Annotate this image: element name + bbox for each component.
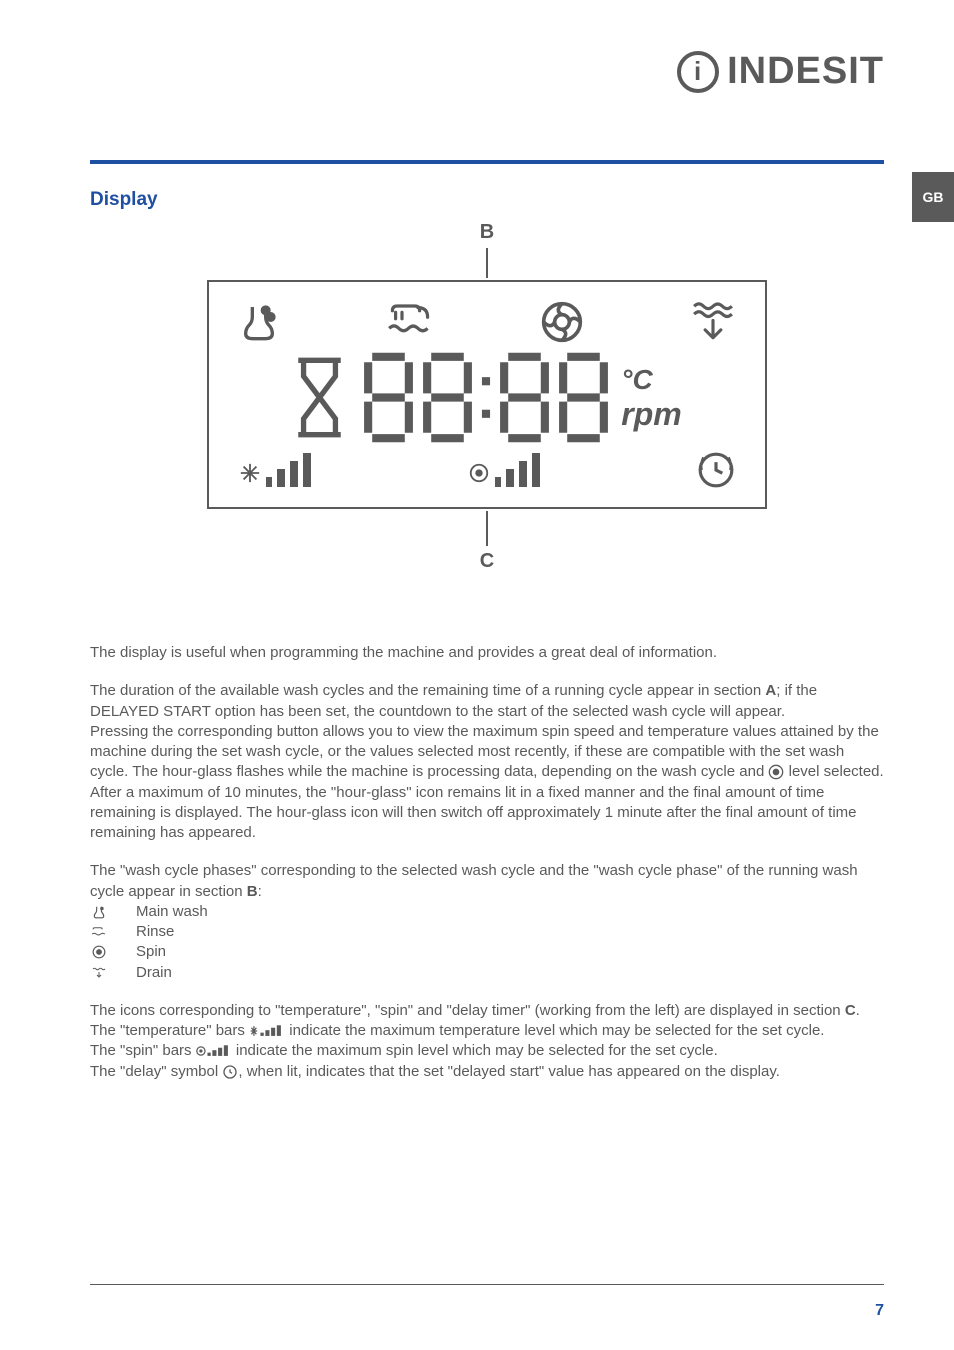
display-panel: °C rpm [207,280,767,509]
rinse-icon [386,302,434,342]
seven-seg-digit [497,350,552,445]
paragraph-2-3: The duration of the available wash cycle… [90,681,884,843]
bar4 [303,453,311,487]
bar1 [495,477,501,487]
callout-line-b [486,248,488,278]
section-rule [90,160,884,164]
phase-row-mainwash: Main wash [90,902,884,922]
seven-seg-digit [361,350,416,445]
diagram-label-c: C [207,550,767,573]
phase-list: The "wash cycle phases" corresponding to… [90,861,884,983]
mainwash-small-icon [90,904,108,920]
unit-labels: °C rpm [621,366,681,430]
spin-small-icon [90,945,108,959]
display-diagram: B A [207,221,767,573]
colon-icon [479,350,493,445]
bar2 [277,469,285,487]
diagram-label-b: B [207,221,767,244]
bar1 [266,477,272,487]
drain-icon [691,300,735,344]
seven-seg-digit [420,350,475,445]
bar3 [519,461,527,487]
digit-display [361,350,611,445]
spin-inline-icon [768,764,784,780]
rpm-label: rpm [621,398,681,430]
spin-small-icon [468,459,490,487]
brand-text: INDESIT [727,50,884,93]
spin-bars-inline-icon [196,1044,232,1058]
brand-logo: i INDESIT [677,50,884,93]
temp-bars-inline-icon [249,1024,285,1038]
bar4 [532,453,540,487]
delay-inline-icon [222,1064,238,1080]
phase-row-spin: Spin [90,942,884,962]
temp-bars-group [239,453,311,487]
phase-icons-row [229,300,745,344]
footer-rule [90,1284,884,1285]
bar3 [290,461,298,487]
mainwash-icon [239,302,279,342]
paragraph-5-8: The icons corresponding to "temperature"… [90,1001,884,1082]
section-title: Display [90,189,884,211]
rinse-small-icon [90,925,108,939]
snowflake-icon [239,459,261,487]
callout-line-c [486,511,488,546]
option-row [229,451,745,489]
hourglass-icon [292,355,347,440]
page-number: 7 [875,1302,884,1320]
spin-icon [540,300,584,344]
paragraph-1: The display is useful when programming t… [90,643,884,663]
bar2 [506,469,514,487]
seven-seg-digit [556,350,611,445]
spin-bars-group [468,453,540,487]
drain-small-icon [90,966,108,980]
celsius-label: °C [621,366,681,394]
delay-clock-icon [697,451,735,489]
region-tab: GB [912,172,954,222]
time-row: °C rpm [229,350,745,445]
phase-row-rinse: Rinse [90,922,884,942]
logo-i-icon: i [677,51,719,93]
phase-row-drain: Drain [90,963,884,983]
